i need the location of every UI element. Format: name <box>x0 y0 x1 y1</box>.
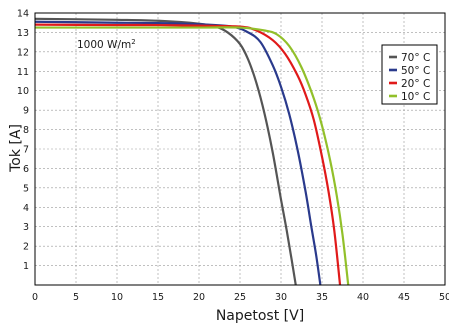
plot-frame <box>34 12 446 286</box>
y-tick-label: 3 <box>23 222 29 233</box>
y-tick-label: 9 <box>23 106 29 117</box>
series-lines <box>34 17 350 286</box>
irradiance-annotation-sup: 2 <box>131 38 135 46</box>
y-tick-label: 4 <box>23 203 29 214</box>
x-tick-label: 45 <box>398 292 410 303</box>
y-tick-label: 6 <box>23 164 29 175</box>
series-line-3 <box>35 26 350 286</box>
y-tick-label: 11 <box>17 67 29 78</box>
y-tick-label: 2 <box>23 242 29 253</box>
y-tick-label: 13 <box>17 28 29 39</box>
y-tick-label: 7 <box>23 145 29 156</box>
y-tick-label: 14 <box>17 9 29 20</box>
legend-box <box>381 44 438 105</box>
irradiance-annotation: 1000 W/m2 <box>77 38 136 51</box>
y-axis-label: Tok [A] <box>8 124 24 173</box>
x-axis-label: Napetost [V] <box>216 308 304 324</box>
x-tick-label: 25 <box>234 292 246 303</box>
y-tick-label: 5 <box>23 183 29 194</box>
x-tick-label: 10 <box>111 292 123 303</box>
series-line-2 <box>34 23 342 286</box>
y-tick-label: 1 <box>23 261 29 272</box>
y-tick-label: 12 <box>17 47 29 58</box>
x-tick-label: 15 <box>152 292 164 303</box>
x-tick-label: 50 <box>439 292 449 303</box>
grid <box>35 13 445 285</box>
x-tick-label: 35 <box>316 292 328 303</box>
x-tick-label: 0 <box>32 292 38 303</box>
x-tick-label: 40 <box>357 292 369 303</box>
x-tick-labels: 0 5 10 15 20 25 30 35 40 45 50 <box>32 292 449 303</box>
irradiance-annotation-text: 1000 W/m <box>77 39 131 51</box>
legend-label: 70° C <box>401 52 430 64</box>
y-tick-label: 10 <box>17 86 29 97</box>
legend-label: 10° C <box>401 91 430 103</box>
series-line-1 <box>34 20 322 286</box>
y-tick-label: 8 <box>23 125 29 136</box>
x-tick-label: 20 <box>193 292 205 303</box>
legend-label: 50° C <box>401 65 430 77</box>
legend: 70° C50° C20° C10° C <box>381 44 438 105</box>
series-line-0 <box>34 17 297 286</box>
x-tick-label: 30 <box>275 292 287 303</box>
x-tick-label: 5 <box>73 292 79 303</box>
legend-label: 20° C <box>401 78 430 90</box>
